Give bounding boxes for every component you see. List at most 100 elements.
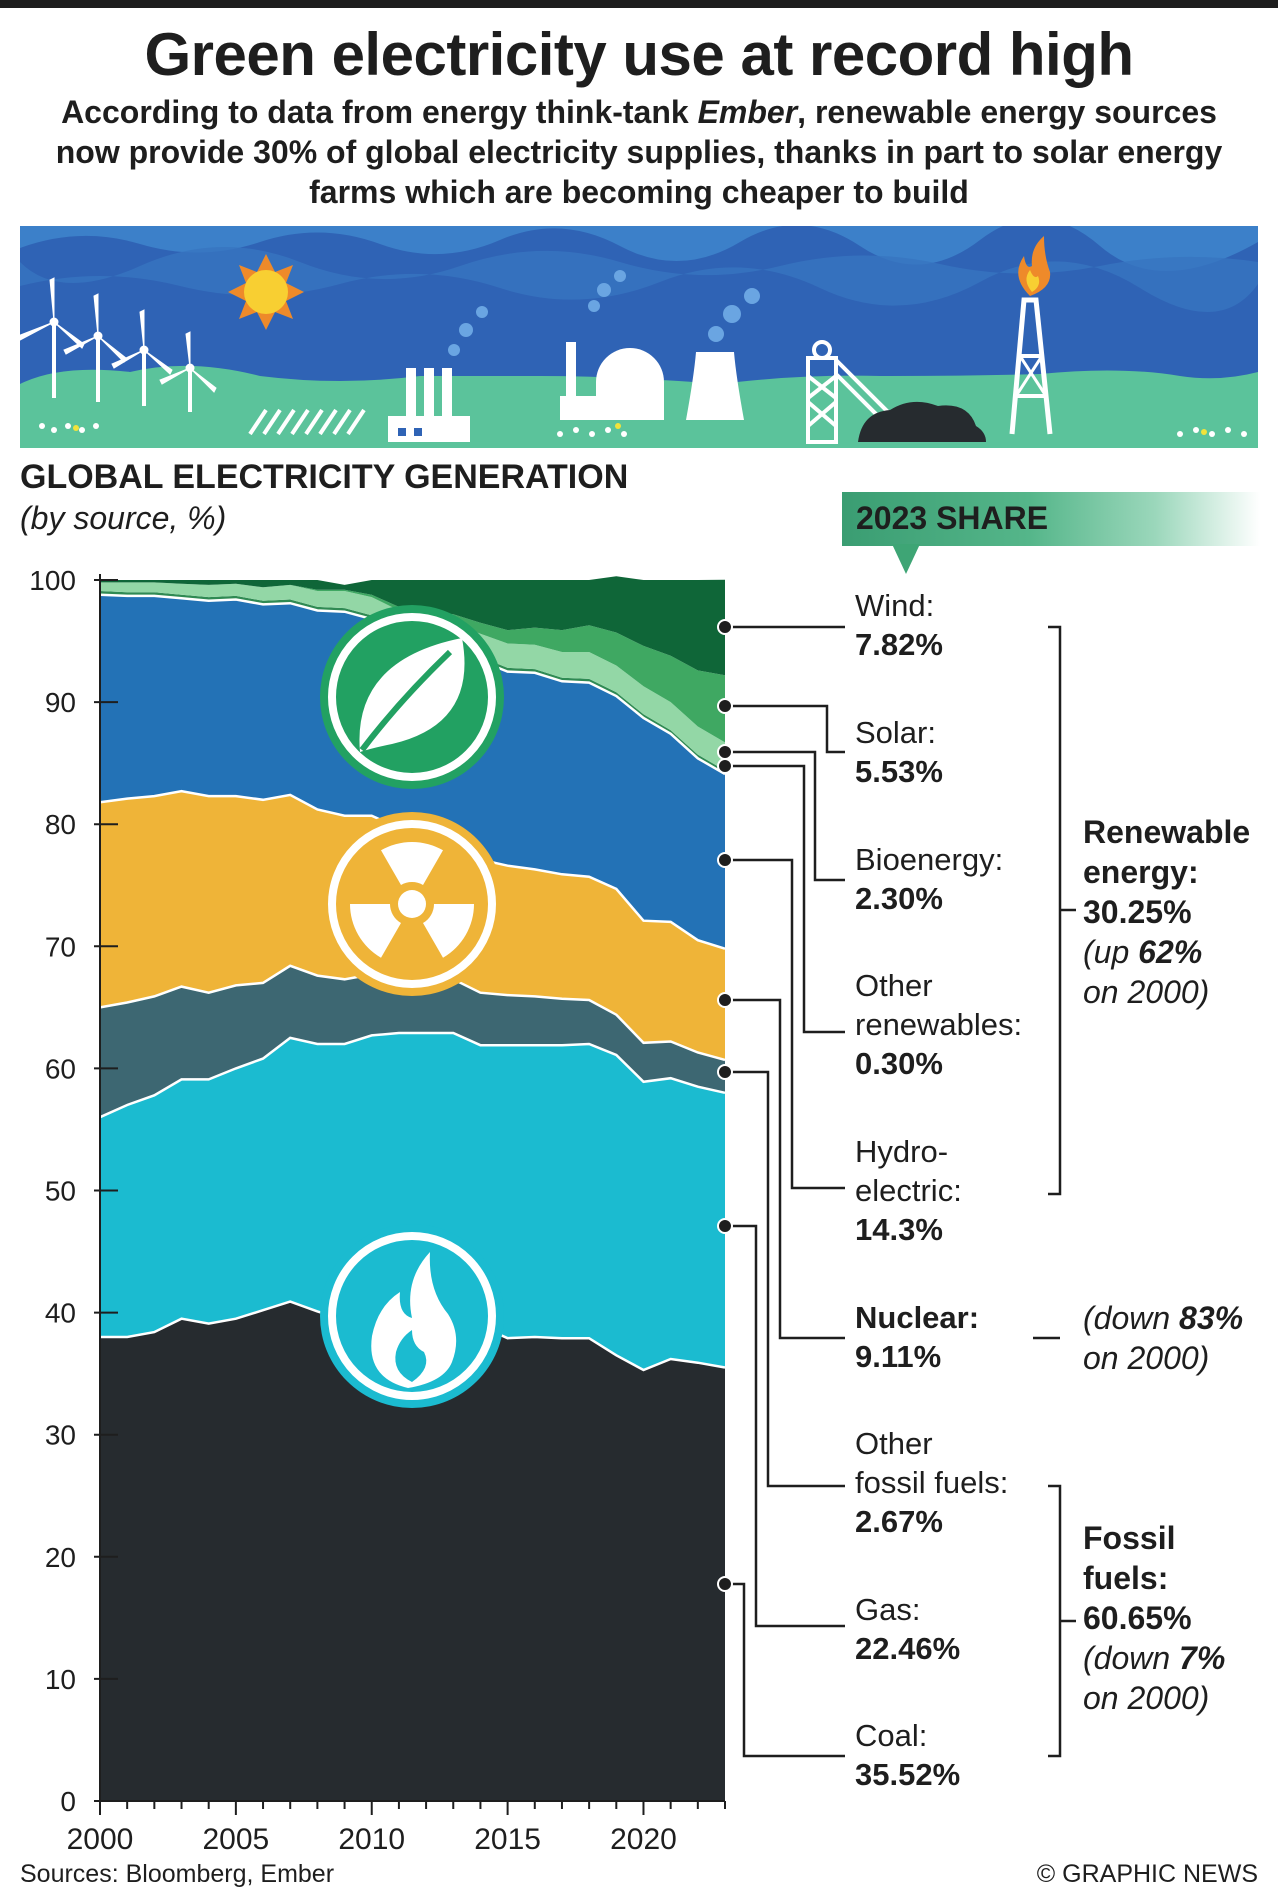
group-renewable: Renewable energy: 30.25% (up 62% on 2000) [1083, 812, 1250, 1012]
leader-gas [725, 1224, 845, 1628]
leaf-icon-ring [328, 613, 496, 781]
y-tick-label: 70 [45, 931, 76, 962]
label-bioenergy-value: 2.30% [855, 881, 943, 916]
factory-icon [388, 306, 488, 442]
share-heading-tab: 2023 SHARE [842, 492, 1260, 546]
group-renewable-note-1: (up [1083, 934, 1139, 970]
label-nuclear: Nuclear: 9.11% [855, 1298, 979, 1376]
label-gas-name: Gas: [855, 1592, 921, 1627]
area-wind [100, 576, 725, 676]
marker-nuclear [717, 992, 733, 1008]
label-wind: Wind: 7.82% [855, 586, 943, 664]
marker-bioenergy [717, 744, 733, 760]
x-tick-label: 2020 [610, 1823, 677, 1856]
group-fossil-note-num: 7% [1179, 1640, 1226, 1676]
radiation-blade-1 [381, 841, 443, 885]
x-tick-label: 2015 [474, 1823, 541, 1856]
leaf-vein [359, 649, 453, 752]
group-renewable-name-2: energy: [1083, 854, 1199, 890]
y-tick-label: 90 [45, 687, 76, 718]
flame-inner [395, 1330, 427, 1382]
y-tick-label: 50 [45, 1176, 76, 1207]
area-coal [100, 1300, 725, 1801]
marker-solar [717, 698, 733, 714]
group-fossil-note-1: (down [1083, 1640, 1180, 1676]
label-other-renewables-name-1: Other [855, 968, 933, 1003]
chart-subtitle: (by source, %) [20, 500, 227, 536]
y-tick-label: 40 [45, 1298, 76, 1329]
x-tick-label: 2000 [67, 1823, 134, 1856]
label-coal-name: Coal: [855, 1718, 928, 1753]
bracket-renewable [1048, 625, 1062, 1196]
flame-icon-ring [328, 1232, 496, 1400]
label-hydro-value: 14.3% [855, 1212, 943, 1247]
wind-turbine-icon [20, 277, 217, 412]
group-nuclear-note-2: on 2000) [1083, 1340, 1210, 1376]
label-bioenergy-name: Bioenergy: [855, 842, 1004, 877]
label-bioenergy: Bioenergy: 2.30% [855, 840, 1003, 918]
label-gas: Gas: 22.46% [855, 1590, 960, 1668]
group-fossil-total: 60.65% [1083, 1600, 1192, 1636]
group-nuclear-note-1: (down [1083, 1300, 1180, 1336]
label-other-fossil-name-2: fossil fuels: [855, 1465, 1009, 1500]
label-gas-value: 22.46% [855, 1631, 961, 1666]
label-other-renewables: Other renewables: 0.30% [855, 966, 1022, 1083]
energy-banner-illustration [20, 226, 1258, 448]
top-rule [0, 0, 1278, 8]
y-tick-label: 20 [45, 1542, 76, 1573]
label-hydro: Hydro-electric: 14.3% [855, 1132, 962, 1249]
y-tick-label: 0 [60, 1786, 76, 1817]
y-tick-label: 80 [45, 809, 76, 840]
flame-icon [371, 1252, 457, 1388]
label-coal-value: 35.52% [855, 1757, 961, 1792]
group-nuclear: (down 83% on 2000) [1083, 1298, 1243, 1378]
label-coal: Coal: 35.52% [855, 1716, 960, 1794]
y-tick-label: 100 [29, 565, 76, 596]
label-hydro-name-1: Hydro- [855, 1134, 949, 1169]
share-heading: 2023 SHARE [856, 500, 1049, 536]
coal-pile-icon [858, 401, 986, 442]
page-title: Green electricity use at record high [144, 21, 1134, 88]
subtitle-text-2: , renewable energy sources now provide 3… [55, 94, 1223, 210]
label-other-fossil-name-1: Other [855, 1426, 933, 1461]
group-renewable-total: 30.25% [1083, 894, 1192, 930]
marker-hydro [717, 852, 733, 868]
label-wind-name: Wind: [855, 588, 935, 623]
x-tick-label: 2010 [338, 1823, 405, 1856]
y-tick-label: 10 [45, 1664, 76, 1695]
marker-coal [717, 1576, 733, 1592]
bracket-fossil [1048, 1484, 1062, 1758]
x-tick-label: 2005 [202, 1823, 269, 1856]
gas-flare-icon [1009, 236, 1053, 435]
sources-note: Sources: Bloomberg, Ember [20, 1860, 335, 1888]
marker-gas [717, 1218, 733, 1234]
label-solar-value: 5.53% [855, 754, 943, 789]
radiation-icon-ring [328, 820, 496, 988]
page-subtitle: According to data from energy think-tank… [40, 92, 1238, 212]
marker-wind [717, 619, 733, 635]
label-wind-value: 7.82% [855, 627, 943, 662]
group-nuclear-note-num: 83% [1179, 1300, 1244, 1336]
label-other-fossil-value: 2.67% [855, 1504, 943, 1539]
boundary-gas [99, 1031, 726, 1119]
leader-bioenergy [725, 750, 845, 882]
y-tick-label: 60 [45, 1053, 76, 1084]
y-tick-label: 30 [45, 1420, 76, 1451]
label-nuclear-name: Nuclear: [855, 1300, 980, 1335]
leader-coal [725, 1582, 845, 1758]
radiation-blade-3 [350, 904, 401, 958]
credit-note: © GRAPHIC NEWS [1036, 1860, 1258, 1888]
label-other-fossil: Other fossil fuels: 2.67% [855, 1424, 1008, 1541]
radiation-icon [398, 890, 426, 918]
leader-other-renewables [725, 764, 845, 1034]
leader-other-fossil [725, 1070, 845, 1488]
group-fossil-name-2: fuels: [1083, 1560, 1169, 1596]
subtitle-text-1: According to data from energy think-tank [61, 94, 698, 130]
label-other-renewables-name-2: renewables: [855, 1007, 1023, 1042]
label-nuclear-value: 9.11% [855, 1339, 942, 1374]
label-hydro-name-2: electric: [855, 1173, 962, 1208]
group-renewable-note-num: 62% [1138, 934, 1203, 970]
area-other-fossil-fuels [100, 965, 725, 1118]
marker-other-fossil [717, 1064, 733, 1080]
